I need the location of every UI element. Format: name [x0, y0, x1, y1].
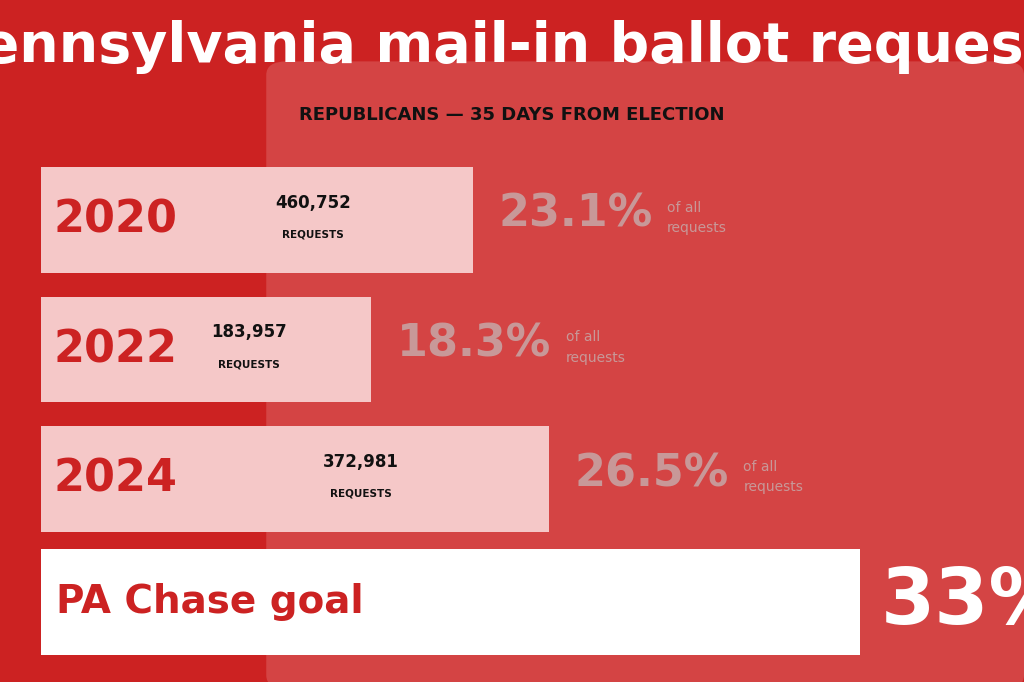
Text: PA Chase goal: PA Chase goal	[56, 583, 364, 621]
FancyBboxPatch shape	[266, 61, 1024, 682]
Text: of all: of all	[743, 460, 777, 474]
Text: 460,752: 460,752	[275, 194, 351, 211]
Text: 183,957: 183,957	[211, 323, 287, 342]
Text: 2020: 2020	[53, 198, 177, 241]
Text: requests: requests	[668, 221, 727, 235]
FancyBboxPatch shape	[41, 549, 860, 655]
FancyBboxPatch shape	[41, 426, 549, 532]
Text: 33%: 33%	[881, 564, 1024, 640]
Text: requests: requests	[565, 351, 626, 365]
Text: REQUESTS: REQUESTS	[282, 229, 344, 239]
Text: requests: requests	[743, 480, 803, 494]
FancyBboxPatch shape	[41, 167, 473, 273]
Text: of all: of all	[668, 201, 701, 215]
Text: 26.5%: 26.5%	[574, 452, 729, 495]
Text: REQUESTS: REQUESTS	[218, 359, 280, 369]
Text: REQUESTS: REQUESTS	[330, 488, 392, 499]
FancyBboxPatch shape	[41, 297, 371, 402]
Text: 18.3%: 18.3%	[396, 323, 551, 366]
Text: REPUBLICANS — 35 DAYS FROM ELECTION: REPUBLICANS — 35 DAYS FROM ELECTION	[299, 106, 725, 123]
Text: Pennsylvania mail-in ballot requests: Pennsylvania mail-in ballot requests	[0, 20, 1024, 74]
Text: 2022: 2022	[53, 328, 177, 371]
Text: 2024: 2024	[53, 458, 177, 501]
Text: 372,981: 372,981	[323, 453, 399, 471]
Text: of all: of all	[565, 330, 600, 344]
Text: 23.1%: 23.1%	[499, 193, 652, 236]
